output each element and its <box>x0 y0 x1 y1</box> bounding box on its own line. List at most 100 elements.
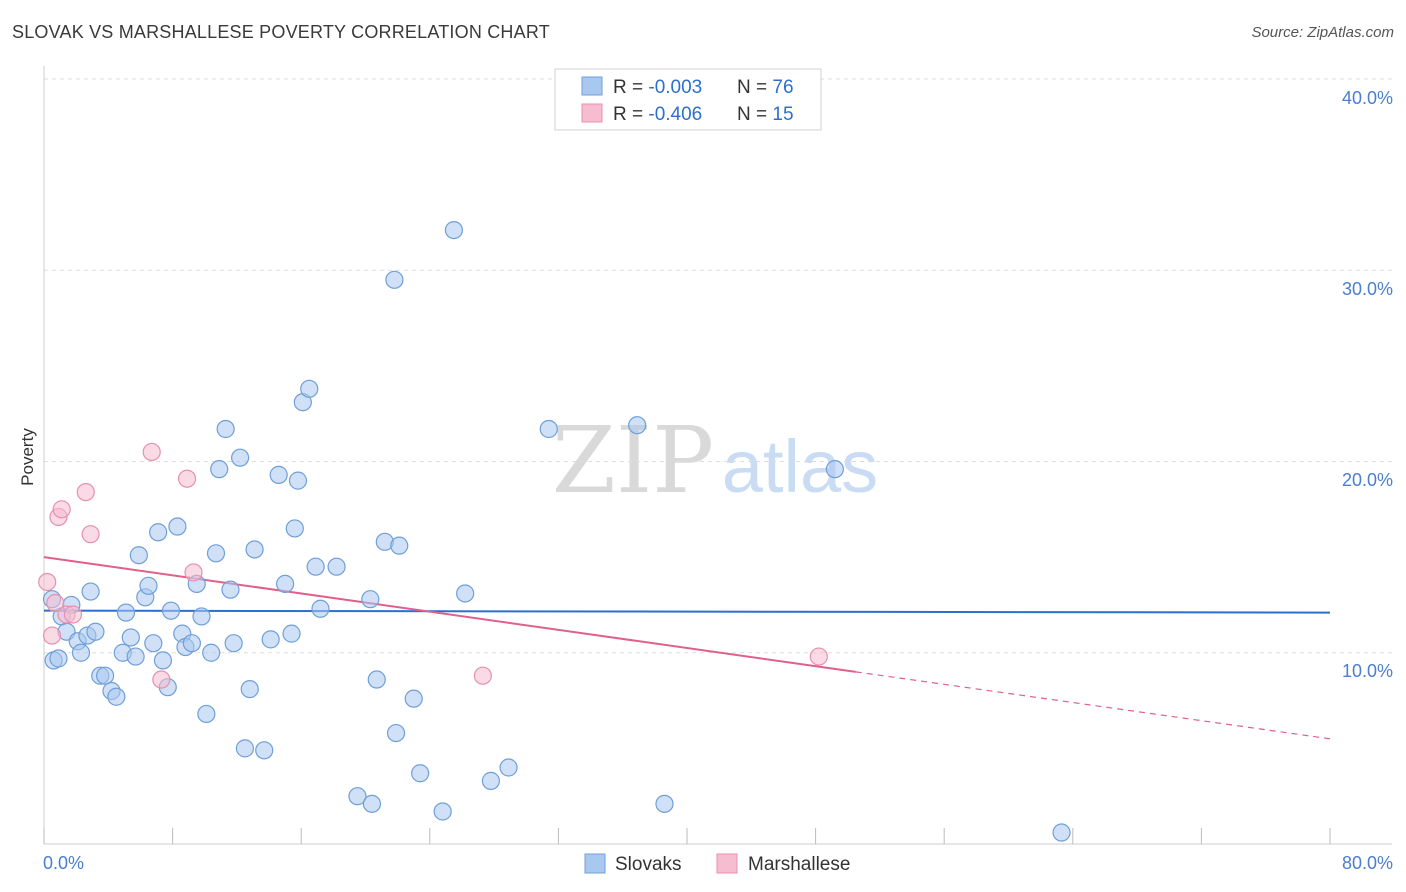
point-slovaks-64 <box>404 689 423 708</box>
point-slovaks-34 <box>202 643 221 662</box>
point-slovaks-75 <box>1052 823 1071 842</box>
bottom-legend-label-slovaks: Slovaks <box>615 854 682 875</box>
point-marshallese-9 <box>142 442 161 462</box>
point-slovaks-56 <box>348 787 367 806</box>
axes <box>43 66 1392 845</box>
trend-line-slovaks <box>43 609 1331 614</box>
point-marshallese-11 <box>177 469 197 488</box>
point-slovaks-49 <box>285 519 304 538</box>
x-tick-label-min: 0.0% <box>43 853 84 873</box>
legend-row-slovaks: R = -0.003 <box>613 77 702 98</box>
point-slovaks-55 <box>327 557 346 576</box>
y-tick-label-10: 10.0% <box>1342 661 1393 681</box>
y-axis-label: Poverty <box>18 428 37 486</box>
point-slovaks-58 <box>362 794 382 813</box>
point-slovaks-2 <box>49 649 68 668</box>
point-slovaks-17 <box>121 628 140 647</box>
point-slovaks-72 <box>628 416 647 435</box>
point-slovaks-52 <box>300 379 319 398</box>
point-slovaks-53 <box>306 557 325 576</box>
point-slovaks-43 <box>245 540 264 559</box>
point-slovaks-19 <box>129 546 148 565</box>
data-points <box>38 220 1071 842</box>
point-slovaks-38 <box>221 580 240 599</box>
point-marshallese-7 <box>76 483 95 502</box>
point-slovaks-48 <box>282 624 301 643</box>
point-slovaks-45 <box>261 630 280 649</box>
point-marshallese-2 <box>46 593 65 613</box>
legend-r-label-slovaks: R = <box>613 77 648 98</box>
bottom-legend-label-marshallese: Marshallese <box>748 854 850 875</box>
point-slovaks-54 <box>311 599 330 618</box>
point-slovaks-18 <box>126 647 145 666</box>
point-slovaks-7 <box>71 643 91 662</box>
point-slovaks-70 <box>499 758 518 777</box>
legend-n-slovaks: N = 76 <box>737 77 794 98</box>
x-tick-label-max: 80.0% <box>1342 853 1393 873</box>
point-slovaks-74 <box>825 460 844 479</box>
point-slovaks-21 <box>139 576 158 595</box>
stats-legend: R = -0.003 N = 76 R = -0.406 N = 15 <box>554 68 822 131</box>
point-slovaks-61 <box>385 270 404 289</box>
trend-lines <box>43 556 1331 740</box>
point-slovaks-46 <box>269 465 288 484</box>
series-legend: Slovaks Marshallese <box>584 853 850 875</box>
point-slovaks-33 <box>197 704 216 724</box>
point-slovaks-62 <box>386 723 406 743</box>
grid <box>44 78 1392 654</box>
point-slovaks-50 <box>288 471 308 490</box>
legend-row-marshallese: R = -0.406 <box>613 104 702 125</box>
legend-n-value-slovaks: 76 <box>772 77 793 98</box>
point-marshallese-12 <box>184 563 203 582</box>
point-slovaks-37 <box>216 419 235 439</box>
point-slovaks-40 <box>231 448 250 467</box>
trend-line-marshallese-extrapolated <box>855 671 1331 740</box>
point-slovaks-24 <box>153 651 173 670</box>
point-slovaks-12 <box>95 666 115 685</box>
point-slovaks-67 <box>444 220 464 240</box>
point-marshallese-4 <box>52 500 71 519</box>
trend-line-marshallese <box>43 556 856 673</box>
legend-r-label-marshallese: R = <box>613 104 648 125</box>
point-slovaks-39 <box>224 634 243 653</box>
point-slovaks-26 <box>161 601 181 620</box>
point-slovaks-66 <box>433 802 452 821</box>
point-slovaks-16 <box>116 603 136 622</box>
legend-n-label-marshallese: N = <box>737 104 772 125</box>
point-slovaks-63 <box>390 536 409 555</box>
point-marshallese-14 <box>809 647 828 666</box>
point-slovaks-69 <box>481 771 500 790</box>
point-slovaks-68 <box>456 584 475 603</box>
y-tick-label-20: 20.0% <box>1342 470 1393 490</box>
legend-n-label-slovaks: N = <box>737 77 772 98</box>
point-slovaks-47 <box>276 574 295 594</box>
source-label: Source: ZipAtlas.com <box>1251 24 1394 41</box>
point-slovaks-27 <box>168 517 187 536</box>
point-slovaks-23 <box>149 523 168 542</box>
point-slovaks-9 <box>81 582 100 601</box>
legend-r-value-marshallese: -0.406 <box>648 104 702 125</box>
point-marshallese-13 <box>473 666 492 685</box>
legend-r-value-slovaks: -0.003 <box>648 77 702 98</box>
point-marshallese-1 <box>42 626 62 645</box>
point-slovaks-32 <box>192 607 211 626</box>
bottom-legend-swatch-slovaks <box>584 853 606 874</box>
point-marshallese-6 <box>63 605 83 624</box>
point-slovaks-59 <box>367 670 386 689</box>
point-marshallese-10 <box>152 670 171 689</box>
bottom-legend-swatch-marshallese <box>716 853 738 874</box>
point-slovaks-36 <box>210 460 229 479</box>
y-tick-label-40: 40.0% <box>1342 88 1393 108</box>
point-slovaks-14 <box>107 687 126 706</box>
watermark-atlas: atlas <box>722 425 878 508</box>
chart-title: SLOVAK VS MARSHALLESE POVERTY CORRELATIO… <box>12 22 550 42</box>
legend-swatch-slovaks <box>581 76 603 96</box>
point-slovaks-44 <box>255 741 274 760</box>
point-slovaks-65 <box>411 764 430 783</box>
point-slovaks-30 <box>182 634 201 653</box>
point-slovaks-57 <box>361 590 380 609</box>
legend-n-marshallese: N = 15 <box>737 104 794 125</box>
point-marshallese-0 <box>38 572 57 592</box>
point-slovaks-35 <box>206 544 226 563</box>
